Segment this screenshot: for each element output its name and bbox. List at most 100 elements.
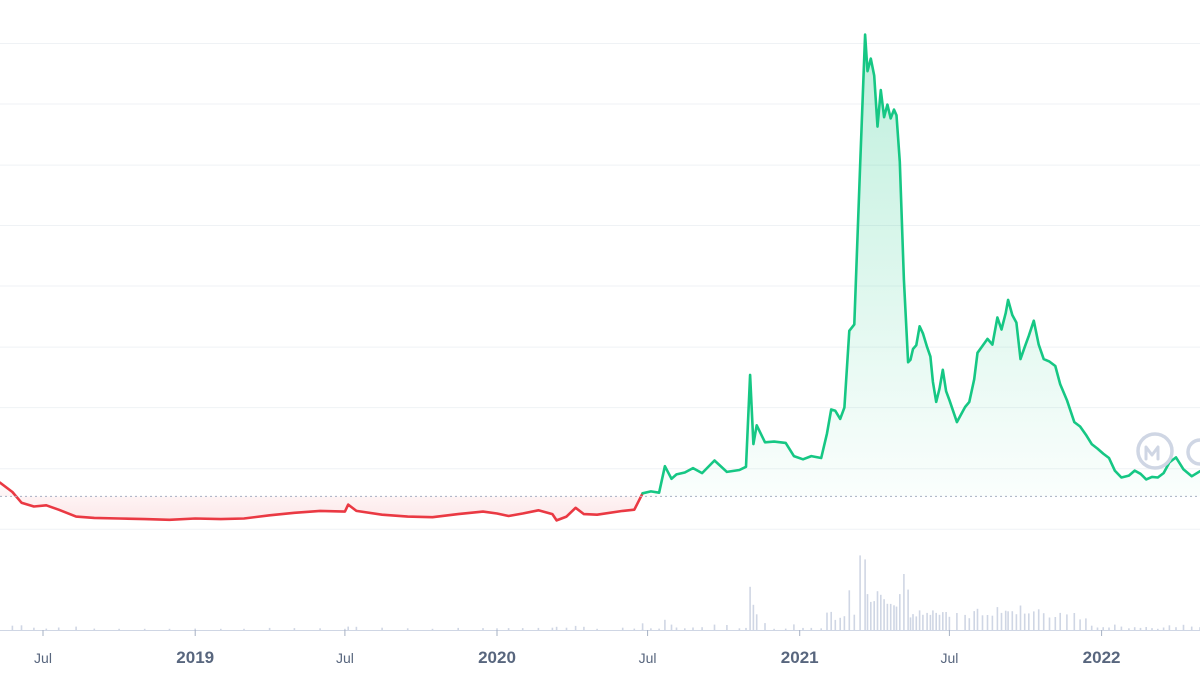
volume-bar [926, 612, 928, 630]
volume-bar [1190, 626, 1193, 630]
volume-bars [11, 555, 1200, 631]
volume-bar [859, 555, 861, 630]
volume-bar [1019, 605, 1022, 630]
price-area [0, 34, 1200, 521]
volume-bar [738, 628, 741, 630]
volume-bar [11, 625, 14, 630]
volume-bar [1096, 627, 1099, 630]
volume-bar [749, 586, 751, 630]
volume-bar [843, 616, 846, 630]
volume-bar [1066, 614, 1068, 630]
volume-bar [899, 594, 901, 630]
volume-bar [347, 626, 349, 630]
volume-bar [1073, 613, 1076, 630]
volume-bar [973, 611, 975, 630]
volume-bar [675, 627, 678, 630]
volume-bar [886, 603, 889, 631]
volume-bar [810, 627, 813, 630]
volume-bar [168, 628, 171, 630]
series-line-up [641, 33, 1200, 495]
volume-bar [1182, 624, 1185, 630]
volume-bar [873, 601, 875, 630]
volume-bar [1079, 619, 1081, 630]
volume-bar [565, 627, 568, 630]
x-axis: Jul 2019 Jul 2020 Jul 2021 Jul 2022 [0, 630, 1200, 667]
series-line-down [0, 481, 644, 522]
volume-bar [344, 628, 346, 630]
volume-bar [555, 626, 558, 630]
volume-bar [1162, 627, 1165, 630]
series-area-up [642, 34, 1200, 497]
volume-bar [991, 615, 994, 630]
volume-bar [834, 619, 837, 630]
volume-bar [507, 628, 510, 630]
volume-bar [889, 603, 892, 630]
volume-bar [45, 628, 48, 630]
volume-bar [880, 594, 882, 630]
volume-bar [1054, 617, 1057, 630]
volume-bar [1048, 617, 1051, 630]
volume-bar [1011, 611, 1014, 630]
volume-bar [355, 626, 358, 630]
volume-bar [406, 628, 409, 630]
volume-bar [1015, 614, 1018, 630]
volume-bar [1175, 627, 1177, 630]
volume-bar [118, 628, 120, 630]
volume-bar [537, 627, 540, 630]
series-area-down [0, 482, 643, 521]
volume-bar [1033, 611, 1035, 630]
volume-bar [820, 628, 822, 630]
volume-bar [932, 610, 934, 630]
volume-bar [1145, 627, 1147, 630]
volume-bar [701, 627, 703, 630]
volume-bar [20, 625, 23, 630]
x-tick-label: 2022 [1083, 648, 1121, 667]
volume-bar [1085, 618, 1087, 630]
volume-bar [650, 628, 652, 630]
volume-bar [1133, 627, 1136, 630]
volume-bar [33, 627, 35, 630]
volume-bar [1102, 627, 1104, 630]
volume-bar [1028, 613, 1030, 630]
volume-bar [956, 613, 958, 630]
volume-bar [692, 627, 694, 630]
volume-bar [684, 628, 686, 630]
volume-bar [1042, 613, 1045, 630]
x-tick-label: 2021 [781, 648, 819, 667]
x-tick-label: Jul [34, 650, 52, 666]
volume-bar [621, 627, 624, 630]
volume-bar [641, 623, 644, 630]
volume-bar [713, 624, 716, 630]
volume-bar [220, 628, 222, 630]
volume-bar [319, 628, 321, 630]
volume-bar [883, 599, 885, 630]
volume-bar [1007, 611, 1009, 630]
x-tick-label: Jul [639, 650, 657, 666]
volume-bar [864, 559, 866, 630]
x-tick-label: Jul [336, 650, 354, 666]
volume-bar [596, 628, 598, 630]
volume-bar [658, 628, 660, 630]
volume-bar [826, 612, 828, 630]
volume-bar [793, 624, 795, 630]
volume-bar [1114, 624, 1116, 630]
volume-bar [293, 628, 296, 630]
volume-bar [1108, 627, 1110, 630]
volume-bar [243, 628, 245, 630]
volume-bar [853, 614, 856, 630]
volume-bar [482, 628, 484, 630]
volume-bar [935, 612, 937, 630]
volume-bar [268, 627, 271, 630]
volume-bar [551, 627, 554, 630]
volume-bar [1139, 627, 1142, 630]
volume-bar [915, 616, 918, 630]
volume-bar [1004, 610, 1007, 630]
volume-bar [1037, 609, 1040, 630]
volume-bar [574, 625, 577, 630]
volume-bar [431, 628, 434, 630]
volume-bar [976, 608, 979, 630]
volume-bar [870, 601, 872, 630]
volume-bar [784, 628, 787, 630]
